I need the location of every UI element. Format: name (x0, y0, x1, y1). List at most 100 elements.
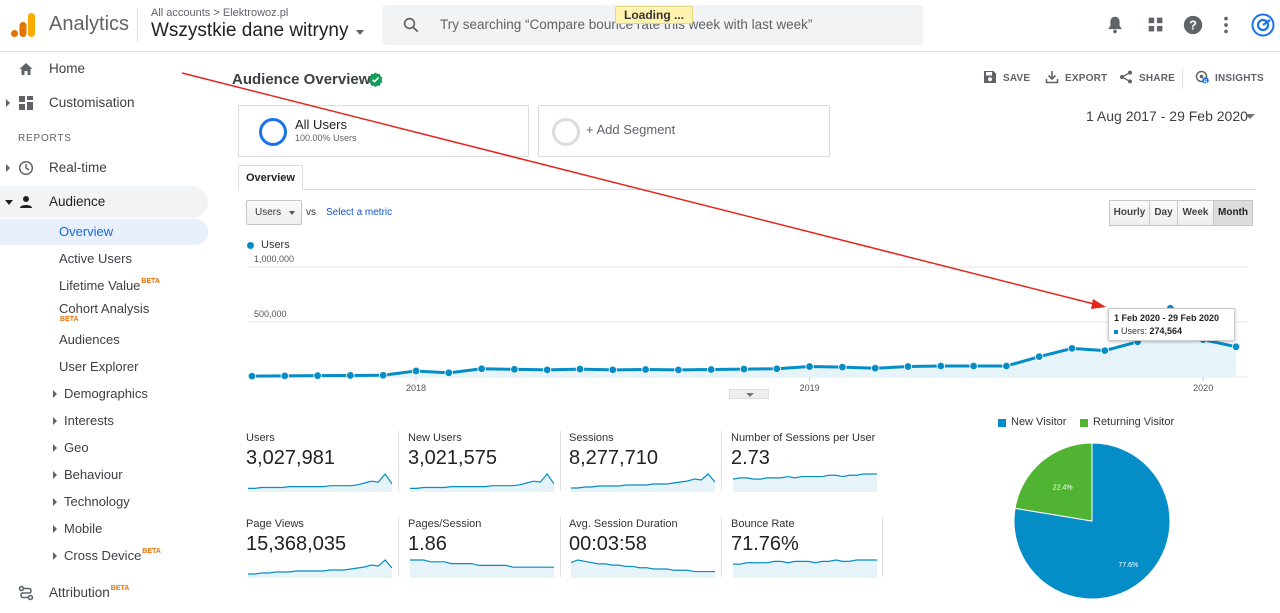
metric-value: 2.73 (731, 447, 770, 469)
apps-grid-icon[interactable] (1145, 14, 1167, 36)
chevron-right-icon (53, 417, 57, 425)
metric-value: 71.76% (731, 533, 799, 555)
sidebar-item-interests[interactable]: Interests (0, 408, 208, 434)
sidebar-sub-label: Cross Device (64, 548, 142, 563)
sidebar-item-customisation[interactable]: Customisation (0, 87, 208, 119)
sidebar-item-audience[interactable]: Audience (0, 186, 208, 218)
select-metric-link[interactable]: Select a metric (326, 207, 393, 218)
chevron-right-icon (53, 390, 57, 398)
metric-cell[interactable]: Bounce Rate 71.76% (731, 518, 889, 598)
help-icon[interactable]: ? (1182, 14, 1204, 36)
date-range-picker[interactable]: 1 Aug 2017 - 29 Feb 2020 (1086, 108, 1248, 124)
beta-badge: BETA (141, 278, 160, 285)
metric-cell[interactable]: New Users 3,021,575 (408, 432, 566, 512)
chevron-down-icon[interactable] (1245, 114, 1255, 119)
sidebar-item-behaviour[interactable]: Behaviour (0, 462, 208, 488)
insights-count: 5 (1204, 80, 1208, 86)
metric-value: 8,277,710 (569, 447, 658, 469)
metric-select[interactable]: Users (246, 200, 302, 225)
sidebar-item-technology[interactable]: Technology (0, 489, 208, 515)
sidebar-item-audiences[interactable]: Audiences (0, 327, 208, 353)
share-icon (1120, 70, 1132, 84)
person-icon (20, 196, 32, 208)
metric-cell[interactable]: Page Views 15,368,035 (246, 518, 404, 598)
sidebar: Home Customisation REPORTS Real-time Aud… (0, 53, 228, 613)
granularity-week-button[interactable]: Week (1177, 200, 1214, 226)
data-point (1002, 361, 1011, 371)
tab-divider (238, 189, 1256, 190)
metric-cell[interactable]: Pages/Session 1.86 (408, 518, 566, 598)
sparkline-line (248, 473, 392, 489)
chart-tooltip: 1 Feb 2020 - 29 Feb 2020 Users: 274,564 (1108, 308, 1235, 341)
notifications-bell-icon[interactable] (1104, 14, 1126, 36)
sidebar-item-mobile[interactable]: Mobile (0, 516, 208, 542)
sidebar-item-cohort-analysis[interactable]: Cohort Analysis BETA (0, 297, 208, 327)
y-tick-label: 1,000,000 (254, 254, 294, 264)
tab-overview[interactable]: Overview (238, 165, 303, 190)
metric-value: 1.86 (408, 533, 447, 555)
add-segment-button[interactable]: + Add Segment (538, 105, 830, 157)
chevron-right-icon (6, 164, 10, 172)
beta-badge: BETA (110, 585, 130, 592)
sidebar-item-attribution[interactable]: AttributionBETA (0, 577, 208, 609)
main-content: Audience Overview SAVE EXPORT SHARE 5 IN… (228, 53, 1280, 613)
more-vert-icon[interactable] (1215, 14, 1237, 36)
granularity-month-button[interactable]: Month (1213, 200, 1253, 226)
segment-all-users[interactable]: All Users 100.00% Users (238, 105, 529, 157)
metric-divider (398, 517, 399, 577)
chevron-down-icon[interactable] (356, 30, 364, 35)
chevron-right-icon (53, 552, 57, 560)
analytics-logo-icon[interactable] (10, 12, 36, 38)
sidebar-item-lifetime-value[interactable]: Lifetime ValueBETA (0, 273, 208, 299)
visitor-pie-chart[interactable]: 77.6% 22.4% (1012, 441, 1172, 601)
sidebar-sub-label: Geo (64, 440, 89, 455)
users-line-chart[interactable]: 1,000,000 500,000 2018 2019 2020 (238, 253, 1258, 405)
metric-cell[interactable]: Avg. Session Duration 00:03:58 (569, 518, 727, 598)
metric-name: Bounce Rate (731, 518, 795, 530)
sidebar-item-home[interactable]: Home (0, 53, 208, 85)
pie-slice-returning-visitor (1014, 442, 1093, 522)
granularity-hourly-button[interactable]: Hourly (1109, 200, 1150, 226)
data-point (1035, 352, 1044, 361)
sparkline-line (248, 559, 392, 575)
sidebar-sub-label: Lifetime Value (59, 278, 141, 293)
sidebar-item-demographics[interactable]: Demographics (0, 381, 208, 407)
data-point (903, 362, 913, 371)
add-segment-label: + Add Segment (586, 122, 676, 137)
sparkline-line (571, 473, 715, 489)
sidebar-sub-label: Mobile (64, 521, 103, 536)
app-title[interactable]: Analytics (49, 13, 130, 35)
sparkline-line (733, 473, 877, 480)
tooltip-date: 1 Feb 2020 - 29 Feb 2020 (1114, 313, 1220, 323)
data-point (575, 364, 585, 374)
sidebar-item-cross-device[interactable]: Cross DeviceBETA (0, 543, 208, 569)
account-avatar-icon[interactable] (1251, 13, 1275, 37)
sidebar-item-realtime[interactable]: Real-time (0, 152, 208, 184)
metric-name: Pages/Session (408, 518, 482, 530)
insights-icon (1195, 70, 1209, 84)
metric-name: Page Views (246, 518, 304, 530)
data-point (346, 371, 355, 380)
sidebar-item-geo[interactable]: Geo (0, 435, 208, 461)
granularity-day-button[interactable]: Day (1149, 200, 1178, 226)
sidebar-item-active-users[interactable]: Active Users (0, 246, 208, 272)
loading-indicator: Loading ... (615, 6, 693, 24)
chart-collapse-toggle[interactable] (729, 389, 769, 399)
segment-subtitle: 100.00% Users (295, 133, 357, 143)
sparkline (733, 473, 877, 492)
account-breadcrumb[interactable]: All accounts > Elektrowoz.pl (151, 7, 289, 19)
data-point (510, 365, 519, 374)
metric-divider (721, 431, 722, 491)
metric-name: Number of Sessions per User (731, 432, 876, 444)
metric-cell[interactable]: Users 3,027,981 (246, 432, 404, 512)
export-label: EXPORT (1065, 73, 1108, 84)
metric-cell[interactable]: Sessions 8,277,710 (569, 432, 727, 512)
sidebar-item-overview[interactable]: Overview (0, 219, 208, 245)
legend-swatch (998, 419, 1006, 427)
save-icon (984, 71, 996, 83)
metric-cell[interactable]: Number of Sessions per User 2.73 (731, 432, 889, 512)
sidebar-item-user-explorer[interactable]: User Explorer (0, 354, 208, 380)
data-point (1231, 342, 1241, 351)
data-point (969, 361, 978, 371)
account-view-selector[interactable]: Wszystkie dane witryny (151, 20, 349, 41)
